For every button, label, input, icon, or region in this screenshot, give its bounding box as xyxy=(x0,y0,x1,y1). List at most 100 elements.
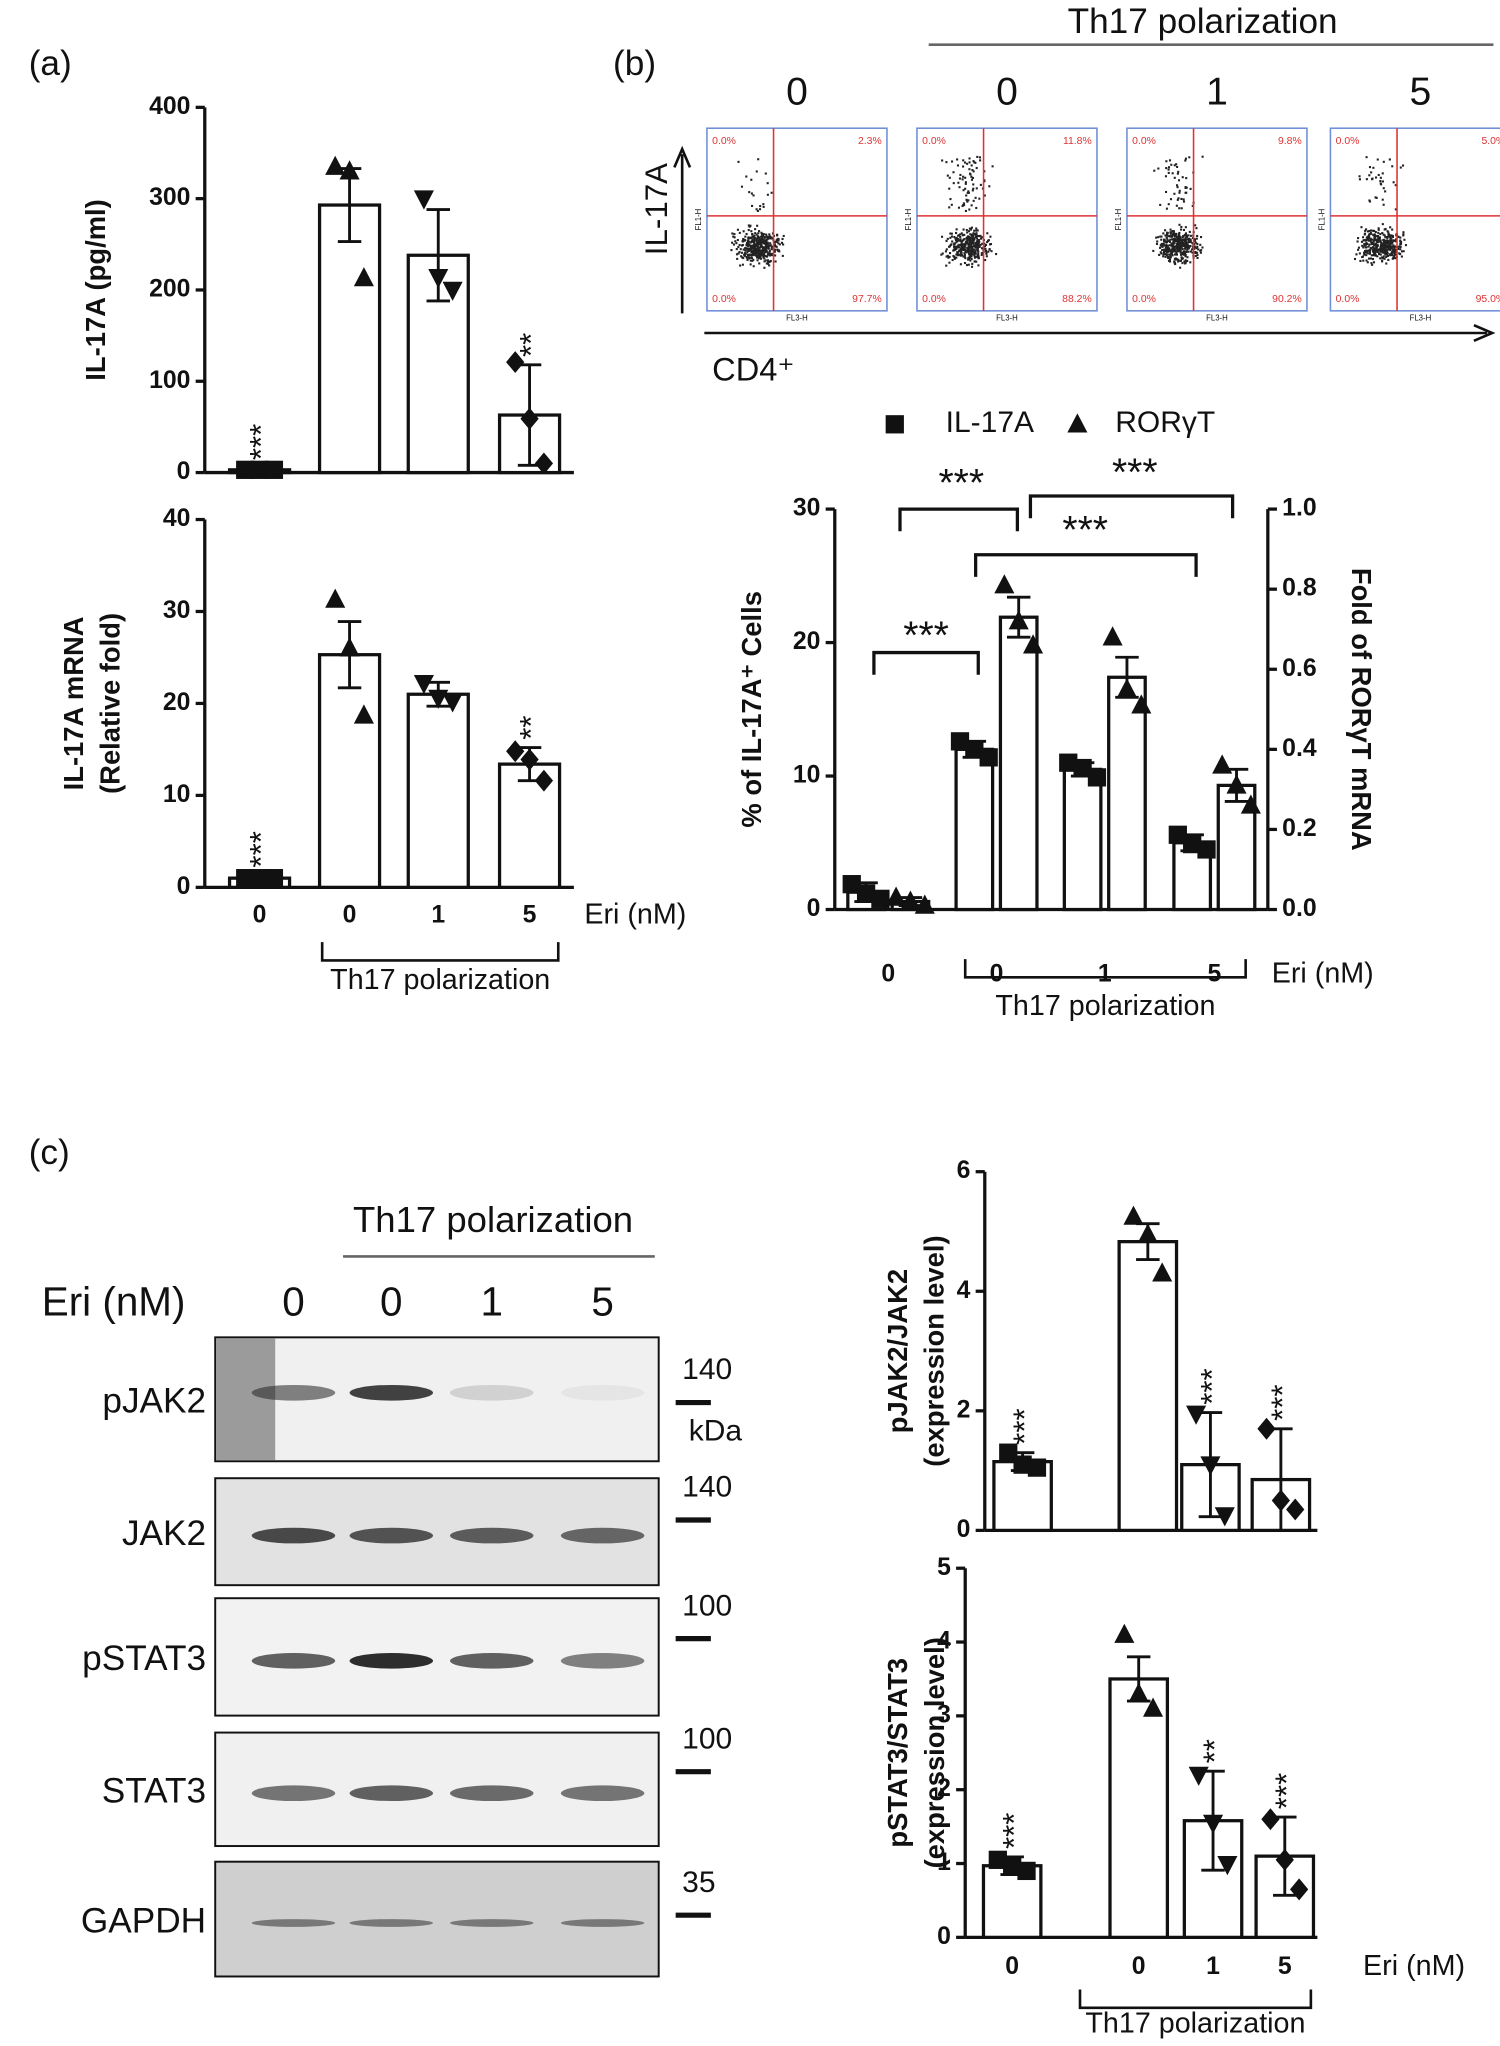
event-dot xyxy=(956,251,959,255)
data-point xyxy=(856,884,876,903)
y-tick-label: 40 xyxy=(163,505,191,532)
event-dot xyxy=(960,242,963,245)
axis-title: IL-17A (pg/ml) xyxy=(80,199,111,380)
event-dot xyxy=(768,252,771,255)
data-point xyxy=(1168,825,1187,844)
column-label: 5 xyxy=(1410,71,1432,114)
event-dot xyxy=(747,224,750,227)
x-axis-title: Eri (nM) xyxy=(1363,1950,1465,1982)
event-dot xyxy=(760,251,763,254)
data-point xyxy=(965,740,984,759)
event-dot xyxy=(941,252,944,255)
event-dot xyxy=(1374,253,1377,256)
event-dot xyxy=(752,244,755,247)
event-dot xyxy=(765,233,768,236)
event-dot xyxy=(1172,237,1176,241)
data-point xyxy=(442,693,463,713)
event-dot xyxy=(977,252,980,255)
event-dot xyxy=(1172,231,1175,234)
event-dot xyxy=(949,198,952,201)
event-dot xyxy=(972,160,975,163)
event-dot xyxy=(742,257,745,260)
event-dot xyxy=(959,253,962,256)
event-dot xyxy=(989,243,993,246)
event-dot xyxy=(1387,231,1390,234)
y-tick-label: 1 xyxy=(937,1849,951,1876)
event-dot xyxy=(1382,255,1385,258)
event-dot xyxy=(966,248,969,251)
event-dot xyxy=(1179,259,1182,262)
event-dot xyxy=(1188,230,1191,233)
column-label: 1 xyxy=(1206,71,1228,114)
event-dot xyxy=(758,237,761,240)
event-dot xyxy=(1365,156,1368,159)
event-dot xyxy=(971,265,974,268)
event-dot xyxy=(959,249,962,252)
event-dot xyxy=(744,235,747,238)
data-point xyxy=(413,674,434,695)
event-dot xyxy=(1178,238,1181,241)
event-dot xyxy=(958,246,961,249)
event-dot xyxy=(1368,243,1371,246)
event-dot xyxy=(761,245,764,248)
event-dot xyxy=(1152,249,1155,252)
event-dot xyxy=(964,242,967,245)
y-tick-label: 100 xyxy=(149,367,190,394)
event-dot xyxy=(763,266,766,269)
event-dot xyxy=(745,244,748,247)
event-dot xyxy=(1179,266,1182,269)
event-dot xyxy=(765,243,768,246)
event-dot xyxy=(1180,197,1183,200)
event-dot xyxy=(1185,186,1188,189)
legend-label: IL-17A xyxy=(946,406,1034,439)
event-dot xyxy=(1374,234,1377,237)
event-dot xyxy=(971,169,974,172)
y2-tick-label: 0.0 xyxy=(1282,895,1316,922)
event-dot xyxy=(965,264,969,267)
event-dot xyxy=(1155,242,1159,246)
event-dot xyxy=(1399,246,1402,249)
event-dot xyxy=(1389,236,1392,239)
event-dot xyxy=(1384,236,1387,239)
event-dot xyxy=(1387,248,1390,251)
data-point xyxy=(506,740,525,763)
event-dot xyxy=(958,177,962,180)
y-tick-label: 0 xyxy=(177,873,191,900)
event-dot xyxy=(759,254,763,257)
data-point xyxy=(1059,753,1078,772)
event-dot xyxy=(1365,254,1368,257)
axis-title: pJAK2/JAK2 xyxy=(882,1269,913,1433)
event-dot xyxy=(1373,254,1376,257)
event-dot xyxy=(748,248,751,251)
event-dot xyxy=(756,235,760,238)
event-dot xyxy=(768,254,771,257)
significance-bracket xyxy=(898,507,1020,532)
event-dot xyxy=(1177,170,1180,173)
bar xyxy=(406,692,470,889)
event-dot xyxy=(766,253,769,256)
event-dot xyxy=(1179,242,1182,245)
event-dot xyxy=(968,157,971,160)
event-dot xyxy=(1371,250,1375,253)
y-tick-label: 2 xyxy=(937,1775,951,1802)
event-dot xyxy=(978,197,981,200)
event-dot xyxy=(1175,184,1179,187)
event-dot xyxy=(953,236,956,239)
event-dot xyxy=(781,254,784,257)
event-dot xyxy=(1403,238,1406,241)
data-point xyxy=(520,407,539,430)
event-dot xyxy=(966,238,969,241)
event-dot xyxy=(1372,166,1375,169)
event-dot xyxy=(1175,251,1178,254)
event-dot xyxy=(1184,157,1187,160)
event-dot xyxy=(765,239,768,243)
event-dot xyxy=(985,251,988,254)
event-dot xyxy=(1382,160,1385,163)
event-dot xyxy=(774,254,777,257)
event-dot xyxy=(1364,246,1367,249)
event-dot xyxy=(1164,234,1167,237)
event-dot xyxy=(1370,243,1373,246)
blot-band xyxy=(251,1653,336,1669)
event-dot xyxy=(1386,253,1389,256)
axis-arrow xyxy=(704,323,1496,343)
